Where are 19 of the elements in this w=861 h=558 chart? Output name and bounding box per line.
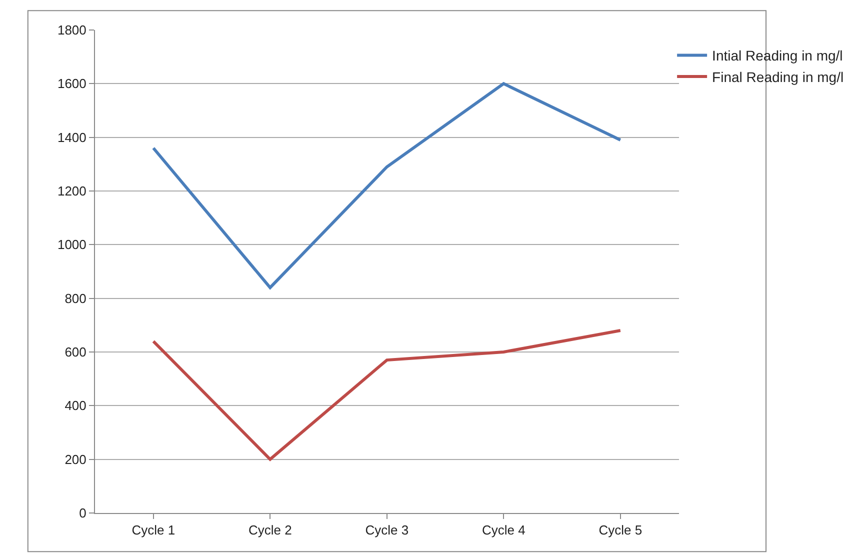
y-tick-label: 0 xyxy=(79,506,86,521)
x-tick-label: Cycle 3 xyxy=(365,522,409,538)
y-tick-label: 1800 xyxy=(57,22,86,38)
x-tick-label: Cycle 2 xyxy=(248,522,292,538)
y-tick-label: 400 xyxy=(64,398,86,414)
y-tick-label: 1000 xyxy=(57,237,86,252)
y-tick-label: 600 xyxy=(64,344,86,360)
x-tick-label: Cycle 1 xyxy=(132,522,176,538)
y-tick-label: 200 xyxy=(64,452,86,467)
y-tick-label: 1400 xyxy=(57,130,86,145)
line-series xyxy=(152,82,622,290)
x-tick-label: Cycle 4 xyxy=(482,522,526,538)
legend-label: Intial Reading in mg/l xyxy=(712,48,843,64)
x-tick-label: Cycle 5 xyxy=(598,522,642,538)
y-tick-label: 1200 xyxy=(57,184,86,199)
y-tick-label: 1600 xyxy=(57,76,86,92)
y-tick-label: 800 xyxy=(64,290,86,306)
line-series xyxy=(152,329,622,461)
legend-label: Final Reading in mg/l xyxy=(712,68,844,85)
